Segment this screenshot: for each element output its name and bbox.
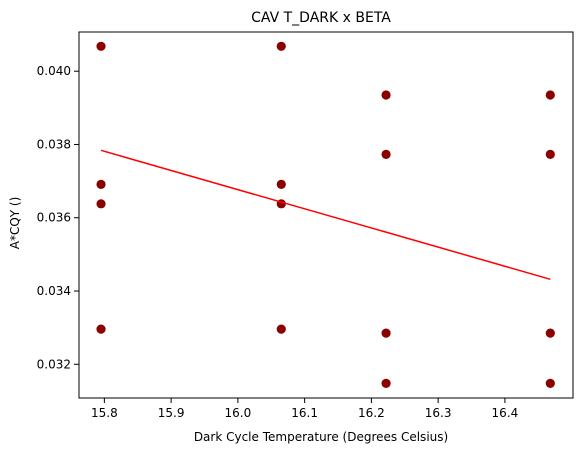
data-point <box>96 199 106 209</box>
x-tick-label: 16.1 <box>291 406 318 420</box>
y-tick-label: 0.032 <box>37 357 71 371</box>
trend-line <box>100 149 551 281</box>
data-point <box>545 328 555 338</box>
plot-area <box>96 41 555 388</box>
data-point <box>96 179 106 190</box>
data-point <box>545 378 555 388</box>
data-point <box>96 41 106 51</box>
data-point <box>96 324 106 334</box>
x-tick-label: 16.0 <box>225 406 252 420</box>
x-tick-label: 16.3 <box>425 406 452 420</box>
data-point <box>276 324 286 334</box>
data-point <box>545 90 555 100</box>
x-axis-label: Dark Cycle Temperature (Degrees Celsius) <box>194 430 448 444</box>
y-tick-label: 0.038 <box>37 137 71 151</box>
y-tick-label: 0.034 <box>37 284 71 298</box>
chart-title: CAV T_DARK x BETA <box>251 10 391 26</box>
x-tick-label: 15.9 <box>158 406 185 420</box>
y-axis-label: A*CQY () <box>8 197 22 250</box>
data-point <box>381 149 391 159</box>
data-point <box>381 328 391 338</box>
y-tick-label: 0.040 <box>37 64 71 78</box>
plot-frame <box>78 31 574 399</box>
data-point <box>381 378 391 388</box>
data-point <box>276 179 286 190</box>
data-point <box>381 90 391 100</box>
x-tick-label: 16.4 <box>492 406 519 420</box>
data-point <box>276 41 286 51</box>
axes: 15.8 15.9 16.0 16.1 16.2 16.3 16.4 0.032 0.034 0.… <box>37 31 574 420</box>
x-tick-label: 16.2 <box>358 406 385 420</box>
data-point <box>545 149 555 159</box>
x-tick-label: 15.8 <box>91 406 118 420</box>
y-tick-label: 0.036 <box>37 211 71 225</box>
